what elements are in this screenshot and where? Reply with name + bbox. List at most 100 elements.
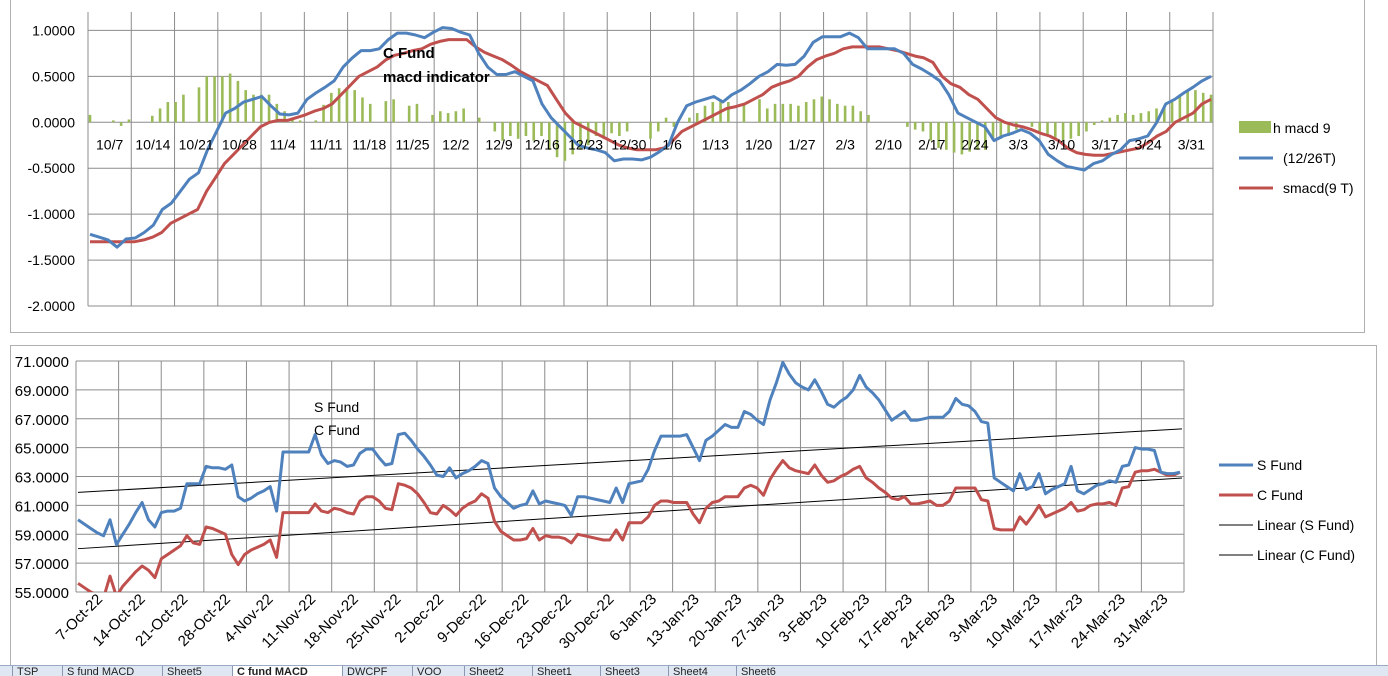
sheet-tab[interactable]: Sheet3 xyxy=(600,666,669,676)
histogram-bar xyxy=(1209,94,1213,123)
histogram-bar xyxy=(524,122,528,137)
macd-chart[interactable]: 1.0000 0.5000 0.0000 -0.5000 -1.0000 -1.5000 -… xyxy=(10,0,1365,333)
histogram-bar xyxy=(960,122,964,155)
histogram-bar xyxy=(462,108,465,123)
histogram-bar xyxy=(1155,108,1158,123)
legend-label: h macd 9 xyxy=(1273,120,1331,136)
fund-price-chart-svg: 71.0000 69.0000 67.0000 65.0000 63.0000 61.00… xyxy=(15,354,1355,652)
histogram-bar xyxy=(267,94,271,123)
sheet-tab[interactable]: Sheet5 xyxy=(162,666,233,676)
sheet-tab[interactable]: Sheet4 xyxy=(668,666,737,676)
annotation-s-fund: S Fund xyxy=(314,399,359,415)
histogram-bar xyxy=(314,120,318,123)
x-tick-label: 1/13 xyxy=(702,136,729,152)
histogram-bar xyxy=(493,122,497,132)
histogram-bar xyxy=(991,122,995,141)
annotation-c-fund: C Fund xyxy=(314,422,360,438)
macd-chart-svg: 1.0000 0.5000 0.0000 -0.5000 -1.0000 -1.5000 -… xyxy=(28,12,1354,314)
sheet-tab[interactable]: DWCPF xyxy=(342,666,413,676)
x-tick-label: 12/23 xyxy=(568,136,603,152)
histogram-bar xyxy=(656,122,660,132)
sheet-tab[interactable]: C fund MACD xyxy=(232,666,343,676)
histogram-bar xyxy=(516,122,520,139)
x-tick-label: 12/16 xyxy=(525,136,560,152)
histogram-bar xyxy=(1069,122,1073,139)
y-tick-label: -1.5000 xyxy=(28,252,76,268)
histogram-bar xyxy=(197,87,201,123)
histogram-bar xyxy=(477,117,481,123)
histogram-bar xyxy=(797,105,800,123)
histogram-bar xyxy=(610,122,613,134)
histogram-bar xyxy=(1046,122,1049,137)
histogram-bar xyxy=(392,99,395,123)
histogram-bar xyxy=(150,115,154,123)
histogram-bar xyxy=(166,102,170,123)
chart-title: macd indicator xyxy=(383,69,490,86)
histogram-bar xyxy=(353,90,356,123)
histogram-bar xyxy=(625,122,629,132)
histogram-bar xyxy=(789,103,792,123)
sheet-tab[interactable]: S fund MACD xyxy=(62,666,163,676)
histogram-bar xyxy=(602,122,606,139)
x-tick-label: 10/7 xyxy=(96,136,123,152)
trendline xyxy=(77,477,1183,550)
histogram-bar xyxy=(431,114,434,123)
histogram-bar xyxy=(1100,120,1104,123)
histogram-bar xyxy=(119,122,123,126)
histogram-bar xyxy=(1124,113,1127,123)
sheet-tab[interactable]: Sheet1 xyxy=(532,666,601,676)
legend-swatch-hist xyxy=(1239,121,1271,133)
histogram-bar xyxy=(851,105,855,123)
histogram-bar xyxy=(1108,117,1112,123)
histogram-bar xyxy=(454,111,458,123)
histogram-bar xyxy=(672,122,676,127)
histogram-bar xyxy=(867,114,870,123)
histogram-bar xyxy=(688,117,691,123)
x-tick-label: 3/24 xyxy=(1134,136,1161,152)
histogram-bar xyxy=(439,111,442,123)
histogram-bar xyxy=(859,111,862,123)
x-tick-label: 11/25 xyxy=(396,136,430,152)
histogram-bar xyxy=(952,122,956,153)
y-tick-label: 1.0000 xyxy=(32,22,75,38)
y-tick-label: 0.5000 xyxy=(32,68,75,84)
y-tick-label: -2.0000 xyxy=(28,298,76,314)
x-tick-label: 2/3 xyxy=(835,136,855,152)
histogram-bar xyxy=(174,102,177,123)
sheet-tab[interactable]: TSP xyxy=(12,666,63,676)
y-tick-label: 67.0000 xyxy=(15,412,69,429)
histogram-bar xyxy=(727,102,730,123)
histogram-bar xyxy=(322,104,325,123)
histogram-bar xyxy=(968,122,971,152)
sheet-tab[interactable]: Sheet2 xyxy=(464,666,533,676)
x-tick-label: 12/30 xyxy=(611,136,646,152)
x-tick-label: 1/27 xyxy=(788,136,815,152)
histogram-bar xyxy=(112,120,115,123)
histogram-bar xyxy=(509,122,512,137)
histogram-bar xyxy=(540,122,543,137)
histogram-bar xyxy=(976,122,979,150)
y-tick-label: 55.0000 xyxy=(15,585,69,602)
histogram-bar xyxy=(330,92,333,123)
histogram-bar xyxy=(158,108,162,123)
fund-price-chart[interactable]: 71.0000 69.0000 67.0000 65.0000 63.0000 61.00… xyxy=(10,345,1377,667)
histogram-bar xyxy=(501,122,504,141)
histogram-bar xyxy=(1170,102,1174,123)
histogram-bar xyxy=(711,102,715,123)
y-tick-label: 63.0000 xyxy=(15,470,69,487)
x-tick-label: 3/17 xyxy=(1091,136,1118,152)
histogram-bar xyxy=(368,103,372,123)
legend-label: S Fund xyxy=(1257,457,1302,473)
histogram-bar xyxy=(1139,113,1143,123)
y-tick-label: 65.0000 xyxy=(15,441,69,458)
histogram-bar xyxy=(828,99,831,123)
sheet-tab[interactable]: Sheet6 xyxy=(736,666,805,676)
x-tick-label: 3/10 xyxy=(1048,136,1075,152)
histogram-bar xyxy=(1186,90,1189,123)
histogram-bar xyxy=(1178,94,1182,123)
x-tick-label: 3/3 xyxy=(1009,136,1029,152)
sheet-tab[interactable]: VOO xyxy=(412,666,465,676)
signal-line xyxy=(90,38,1212,244)
histogram-bar xyxy=(1061,122,1065,141)
legend-label: C Fund xyxy=(1257,487,1303,503)
